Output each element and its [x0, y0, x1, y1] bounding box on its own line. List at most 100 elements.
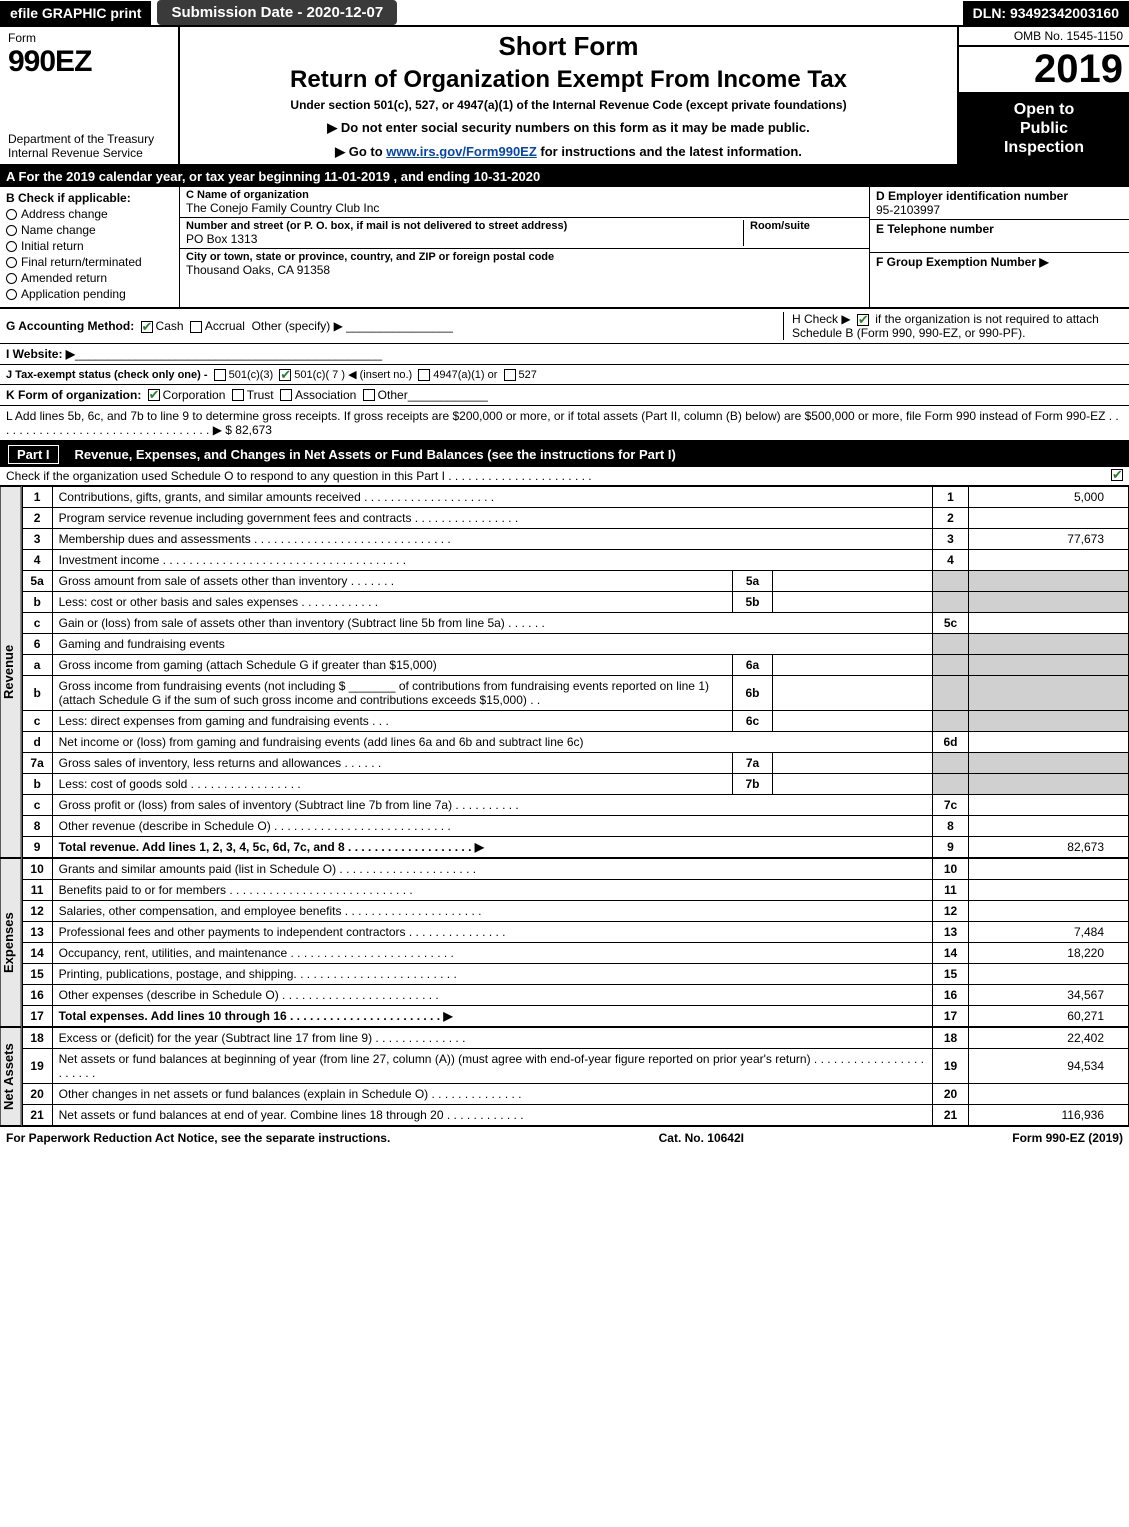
row-g-h: G Accounting Method: Cash Accrual Other …: [0, 309, 1129, 344]
k-label: K Form of organization:: [6, 388, 141, 402]
line-11: 11Benefits paid to or for members . . . …: [22, 880, 1128, 901]
revenue-table: 1Contributions, gifts, grants, and simil…: [22, 486, 1129, 858]
col-d: D Employer identification number 95-2103…: [869, 187, 1129, 307]
return-title: Return of Organization Exempt From Incom…: [188, 66, 949, 94]
org-name: The Conejo Family Country Club Inc: [186, 201, 863, 215]
chk-schedule-o[interactable]: [1111, 469, 1123, 481]
short-form-title: Short Form: [188, 31, 949, 62]
goto-link[interactable]: www.irs.gov/Form990EZ: [386, 144, 537, 159]
col-b-label: B Check if applicable:: [6, 191, 173, 205]
street-label: Number and street (or P. O. box, if mail…: [186, 220, 743, 232]
dept-irs: Internal Revenue Service: [8, 146, 170, 160]
part1-title: Revenue, Expenses, and Changes in Net As…: [75, 447, 676, 462]
inspection-line2: Public: [963, 119, 1125, 138]
l17-desc: Total expenses. Add lines 10 through 16 …: [59, 1009, 453, 1023]
dept-treasury: Department of the Treasury: [8, 132, 170, 146]
row-k: K Form of organization: Corporation Trus…: [0, 385, 1129, 406]
opt-other-org: Other: [378, 388, 408, 402]
ssn-warning: ▶ Do not enter social security numbers o…: [188, 120, 949, 136]
line-14: 14Occupancy, rent, utilities, and mainte…: [22, 943, 1128, 964]
line-20: 20Other changes in net assets or fund ba…: [22, 1084, 1128, 1105]
footer-left: For Paperwork Reduction Act Notice, see …: [6, 1131, 390, 1145]
phone-label: E Telephone number: [876, 222, 1123, 236]
opt-name-change: Name change: [21, 223, 96, 237]
line-8: 8Other revenue (describe in Schedule O) …: [22, 816, 1128, 837]
footer-right: Form 990-EZ (2019): [1012, 1131, 1123, 1145]
line-4: 4Investment income . . . . . . . . . . .…: [22, 550, 1128, 571]
city-value: Thousand Oaks, CA 91358: [186, 263, 863, 277]
form-header: Form 990EZ Department of the Treasury In…: [0, 27, 1129, 166]
line-21: 21Net assets or fund balances at end of …: [22, 1105, 1128, 1126]
tax-year: 2019: [959, 47, 1129, 94]
efile-label[interactable]: efile GRAPHIC print: [0, 1, 151, 25]
side-tab-expenses: Expenses: [0, 858, 22, 1027]
goto-line: ▶ Go to www.irs.gov/Form990EZ for instru…: [188, 144, 949, 160]
opt-initial-return: Initial return: [21, 239, 84, 253]
l6b-d1: Gross income from fundraising events (no…: [59, 679, 346, 693]
part1-label: Part I: [8, 445, 59, 464]
opt-accrual: Accrual: [205, 319, 245, 333]
line-19: 19Net assets or fund balances at beginni…: [22, 1049, 1128, 1084]
line-18: 18Excess or (deficit) for the year (Subt…: [22, 1028, 1128, 1049]
opt-501c: 501(c)( 7 ) ◀ (insert no.): [294, 368, 412, 381]
header-right: OMB No. 1545-1150 2019 Open to Public In…: [959, 27, 1129, 164]
line-6b: bGross income from fundraising events (n…: [22, 676, 1128, 711]
expenses-section: Expenses 10Grants and similar amounts pa…: [0, 858, 1129, 1027]
top-bar: efile GRAPHIC print Submission Date - 20…: [0, 0, 1129, 27]
g-label: G Accounting Method:: [6, 319, 134, 333]
inspection-box: Open to Public Inspection: [959, 94, 1129, 164]
city-label: City or town, state or province, country…: [186, 251, 863, 263]
line-16: 16Other expenses (describe in Schedule O…: [22, 985, 1128, 1006]
form-number: 990EZ: [8, 45, 170, 79]
opt-association: Association: [295, 388, 356, 402]
page-footer: For Paperwork Reduction Act Notice, see …: [0, 1126, 1129, 1149]
part1-check-text: Check if the organization used Schedule …: [6, 469, 592, 483]
opt-501c3: 501(c)(3): [229, 369, 274, 381]
opt-4947: 4947(a)(1) or: [433, 369, 497, 381]
chk-501c[interactable]: [279, 369, 291, 381]
goto-prefix: ▶ Go to: [335, 144, 386, 159]
chk-527[interactable]: [504, 369, 516, 381]
line-12: 12Salaries, other compensation, and empl…: [22, 901, 1128, 922]
submission-date: Submission Date - 2020-12-07: [157, 0, 397, 25]
chk-association[interactable]: [280, 389, 292, 401]
line-6d: dNet income or (loss) from gaming and fu…: [22, 732, 1128, 753]
chk-corporation[interactable]: [148, 389, 160, 401]
part1-header: Part I Revenue, Expenses, and Changes in…: [0, 442, 1129, 467]
form-word: Form: [8, 31, 170, 45]
line-15: 15Printing, publications, postage, and s…: [22, 964, 1128, 985]
chk-schedule-b[interactable]: [857, 314, 869, 326]
chk-initial-return[interactable]: [6, 241, 17, 252]
header-left: Form 990EZ Department of the Treasury In…: [0, 27, 180, 164]
line-5a: 5aGross amount from sale of assets other…: [22, 571, 1128, 592]
chk-name-change[interactable]: [6, 225, 17, 236]
omb-number: OMB No. 1545-1150: [959, 27, 1129, 47]
chk-final-return[interactable]: [6, 257, 17, 268]
l-text: L Add lines 5b, 6c, and 7b to line 9 to …: [6, 409, 1123, 437]
opt-other: Other (specify) ▶: [252, 319, 343, 333]
row-l: L Add lines 5b, 6c, and 7b to line 9 to …: [0, 406, 1129, 442]
col-b: B Check if applicable: Address change Na…: [0, 187, 180, 307]
opt-527: 527: [519, 369, 537, 381]
chk-cash[interactable]: [141, 321, 153, 333]
chk-trust[interactable]: [232, 389, 244, 401]
chk-other-org[interactable]: [363, 389, 375, 401]
chk-address-change[interactable]: [6, 209, 17, 220]
i-label: I Website: ▶: [6, 347, 75, 361]
chk-4947[interactable]: [418, 369, 430, 381]
expenses-table: 10Grants and similar amounts paid (list …: [22, 858, 1129, 1027]
room-label: Room/suite: [750, 220, 863, 232]
chk-accrual[interactable]: [190, 321, 202, 333]
j-label: J Tax-exempt status (check only one) -: [6, 369, 208, 381]
line-6c: cLess: direct expenses from gaming and f…: [22, 711, 1128, 732]
line-7a: 7aGross sales of inventory, less returns…: [22, 753, 1128, 774]
org-name-label: C Name of organization: [186, 189, 863, 201]
opt-amended-return: Amended return: [21, 271, 107, 285]
ein-value: 95-2103997: [876, 203, 1123, 217]
chk-amended-return[interactable]: [6, 273, 17, 284]
chk-501c3[interactable]: [214, 369, 226, 381]
chk-application-pending[interactable]: [6, 289, 17, 300]
opt-corporation: Corporation: [163, 388, 226, 402]
opt-final-return: Final return/terminated: [21, 255, 142, 269]
line-7c: cGross profit or (loss) from sales of in…: [22, 795, 1128, 816]
